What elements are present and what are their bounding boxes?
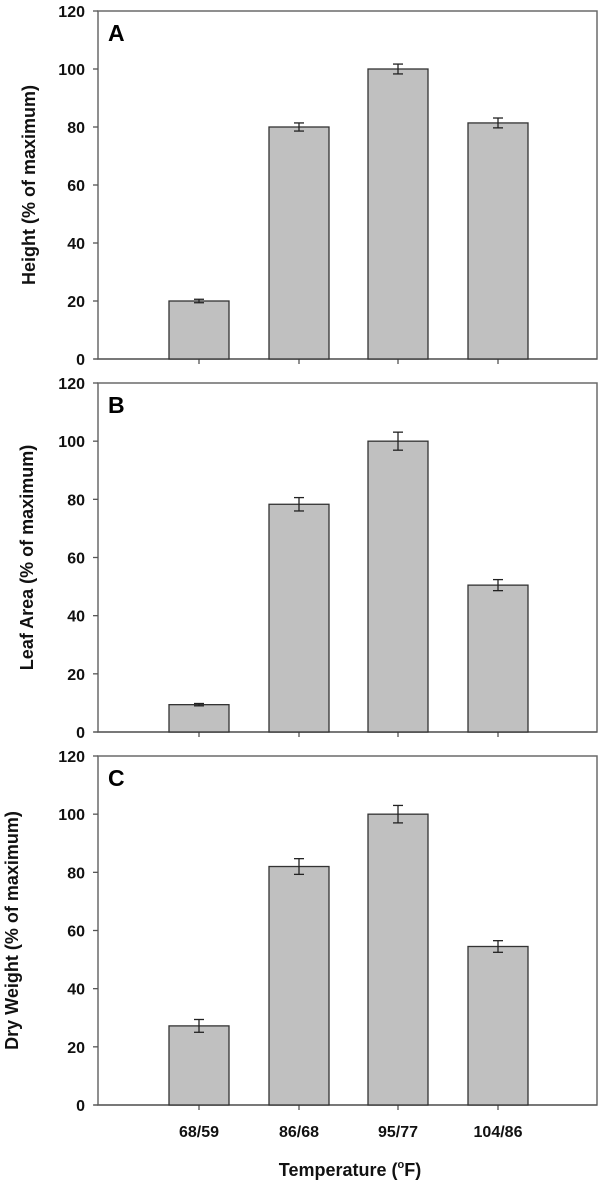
x-axis-title: Temperature (oF)	[279, 1159, 421, 1180]
error-bar	[393, 804, 403, 824]
y-tick-label: 100	[58, 807, 85, 824]
bar-95-77	[367, 813, 429, 1106]
y-tick-label: 0	[76, 352, 85, 369]
y-tick-label: 120	[58, 4, 85, 21]
bar-104-86	[467, 945, 529, 1106]
bar-68-59	[168, 300, 230, 360]
y-tick-label: 120	[58, 376, 85, 393]
y-axis-title: Height (% of maximum)	[19, 85, 39, 285]
y-tick-label: 40	[67, 609, 85, 626]
error-bar	[294, 122, 304, 132]
y-tick-label: 100	[58, 62, 85, 79]
panel-letter: B	[108, 392, 125, 418]
bar-86-68	[268, 126, 330, 360]
y-tick-label: 60	[67, 551, 85, 568]
error-bar	[393, 63, 403, 75]
y-tick-label: 100	[58, 434, 85, 451]
panel-c: 0 20 40 60 80 100 120 C Dry Weight (% of maximum…	[2, 749, 598, 1115]
y-axis-title: Dry Weight (% of maximum)	[2, 811, 22, 1050]
panel-letter: C	[108, 765, 125, 791]
y-axis-title: Leaf Area (% of maximum)	[17, 445, 37, 670]
error-bar	[493, 117, 503, 129]
error-bar	[493, 578, 503, 592]
y-tick-label: 40	[67, 982, 85, 999]
x-tick-label: 95/77	[378, 1124, 418, 1141]
y-tick-label: 20	[67, 1040, 85, 1057]
error-bar	[194, 298, 204, 304]
panels: 0 20 40 60 80 100 120 A Height (% of maximum) 0 20…	[2, 4, 598, 1115]
bar-104-86	[467, 122, 529, 360]
error-bar	[194, 1018, 204, 1033]
error-bar	[493, 940, 503, 953]
y-tick-label: 20	[67, 294, 85, 311]
x-axis: 68/59 86/68 95/77 104/86	[179, 1124, 523, 1141]
x-axis-title-degree: o	[397, 1159, 404, 1171]
x-axis-title-pre: Temperature (	[279, 1160, 398, 1180]
y-tick-label: 80	[67, 492, 85, 509]
panel-b: 0 20 40 60 80 100 120 B Leaf Area (% of maximum)	[17, 376, 598, 742]
bar-68-59	[168, 1025, 230, 1106]
error-bar	[294, 496, 304, 512]
y-tick-label: 80	[67, 120, 85, 137]
error-bar	[194, 702, 204, 707]
x-tick-label: 104/86	[474, 1124, 523, 1141]
y-tick-label: 120	[58, 749, 85, 766]
bar-68-59	[168, 704, 230, 733]
y-tick-label: 0	[76, 725, 85, 742]
error-bar	[294, 858, 304, 876]
y-tick-label: 20	[67, 667, 85, 684]
panel-letter: A	[108, 20, 125, 46]
y-tick-label: 60	[67, 924, 85, 941]
bar-95-77	[367, 68, 429, 360]
y-tick-label: 40	[67, 236, 85, 253]
x-tick-label: 68/59	[179, 1124, 219, 1141]
y-tick-label: 80	[67, 865, 85, 882]
bar-95-77	[367, 440, 429, 733]
x-axis-title-post: F)	[404, 1160, 421, 1180]
bar-86-68	[268, 865, 330, 1106]
y-tick-label: 60	[67, 178, 85, 195]
bar-104-86	[467, 584, 529, 733]
bar-86-68	[268, 503, 330, 733]
panel-a: 0 20 40 60 80 100 120 A Height (% of maximum)	[19, 4, 598, 369]
x-tick-label: 86/68	[279, 1124, 319, 1141]
error-bar	[393, 431, 403, 451]
y-tick-label: 0	[76, 1098, 85, 1115]
